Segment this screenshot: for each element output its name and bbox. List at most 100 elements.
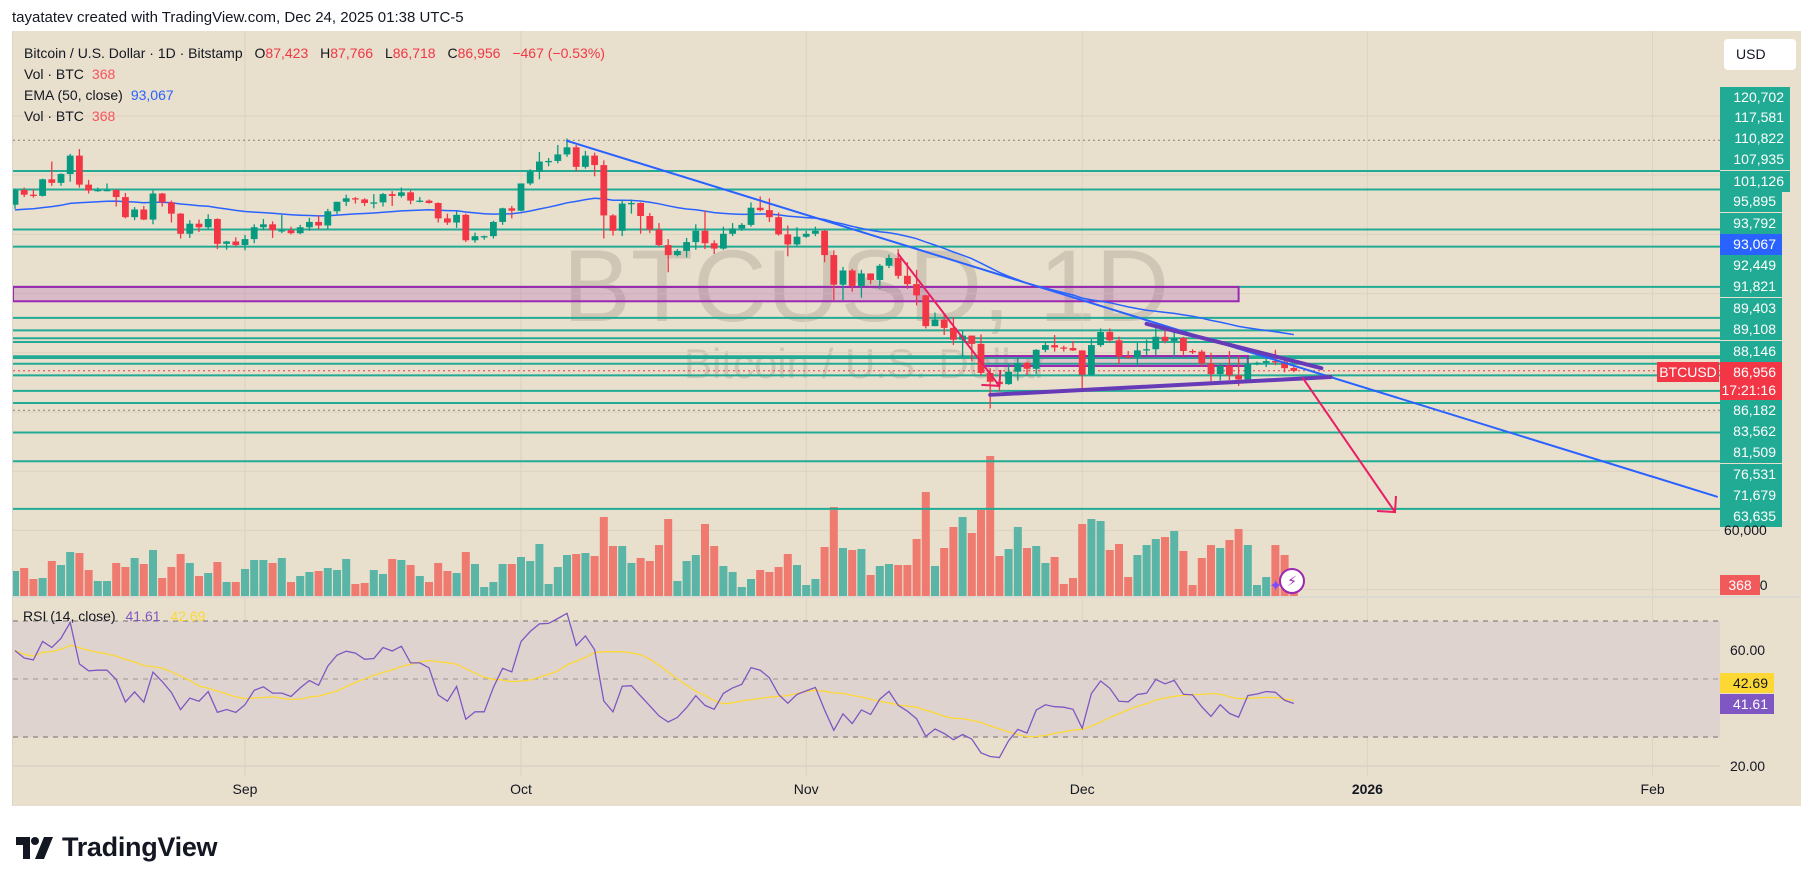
- volume-bar: [1105, 550, 1114, 596]
- volume-bar: [949, 527, 958, 596]
- candle-up: [692, 230, 700, 243]
- candle-up: [885, 258, 893, 266]
- candle-down: [766, 210, 773, 218]
- candle-up: [278, 230, 286, 232]
- candle-up: [1244, 364, 1252, 380]
- ema-50-line: [14, 197, 1294, 336]
- candle-up: [683, 242, 690, 251]
- volume-bar: [185, 563, 194, 596]
- candle-up: [618, 203, 626, 231]
- candle-down: [848, 270, 856, 286]
- time-tick: Sep: [232, 781, 258, 797]
- candle-down: [1281, 361, 1288, 369]
- volume-bar: [388, 559, 397, 596]
- volume-bar: [1197, 558, 1206, 596]
- legend-row-ema[interactable]: EMA (50, close) 93,067: [24, 87, 174, 103]
- candle-up: [1216, 365, 1224, 375]
- volume-bar: [820, 547, 829, 596]
- volume-bar: [691, 555, 700, 596]
- volume-bar: [1004, 549, 1013, 596]
- volume-bar: [1216, 548, 1225, 596]
- rsi-value-label: 41.61: [1720, 694, 1774, 714]
- candle-up: [1032, 349, 1040, 369]
- lightning-icon[interactable]: ⚡︎: [1279, 568, 1305, 594]
- legend-high: 87,766: [330, 45, 374, 61]
- candle-down: [434, 202, 442, 219]
- volume-bar: [250, 560, 259, 596]
- volume-bar: [1115, 544, 1123, 596]
- volume-bar: [912, 539, 921, 596]
- candle-up: [1262, 361, 1270, 363]
- volume-bar: [802, 585, 811, 596]
- volume-bar: [471, 564, 479, 596]
- drawings[interactable]: [566, 139, 1718, 514]
- candle-down: [168, 202, 175, 214]
- candle-up: [545, 160, 552, 163]
- candle-up: [398, 192, 405, 196]
- rsi-tick-20: 20.00: [1730, 758, 1766, 774]
- candle-up: [324, 211, 332, 226]
- chart-credit: tayatatev created with TradingView.com, …: [12, 9, 464, 26]
- candle-up: [453, 214, 460, 223]
- volume-bar: [710, 546, 719, 596]
- candle-down: [1023, 362, 1031, 369]
- candle-up: [628, 202, 635, 205]
- volume-bar: [425, 582, 433, 596]
- last-price: 86,956: [1733, 364, 1776, 380]
- volume-bar: [434, 563, 443, 596]
- arrow-line: [897, 252, 1001, 387]
- candle-up: [260, 224, 267, 228]
- volume-bar: [1096, 521, 1105, 596]
- candle-up: [241, 239, 249, 246]
- price-label-level: 120,702: [1720, 87, 1790, 108]
- candle-down: [1235, 375, 1242, 380]
- candle-down: [1180, 337, 1187, 351]
- candle-up: [416, 200, 424, 202]
- tradingview-logo[interactable]: TradingView: [16, 832, 218, 863]
- candle-down: [922, 295, 930, 327]
- candle-up: [1097, 332, 1104, 346]
- price-label-level: 81,509: [1720, 442, 1782, 463]
- candle-down: [756, 207, 764, 211]
- volume-bar: [921, 492, 930, 596]
- volume-bar: [507, 564, 516, 596]
- legend-row-volume[interactable]: Vol · BTC 368: [24, 66, 115, 82]
- volume-bar: [139, 564, 148, 596]
- candle-up: [490, 221, 497, 237]
- volume-bars: [13, 456, 1298, 596]
- volume-bar: [167, 567, 176, 596]
- volume-bar: [986, 456, 995, 596]
- candle-up: [342, 198, 350, 202]
- legend-symbol[interactable]: Bitcoin / U.S. Dollar · 1D · Bitstamp: [24, 45, 243, 61]
- volume-bar: [66, 552, 75, 596]
- volume-bar: [673, 581, 682, 596]
- volume-bar: [572, 554, 581, 596]
- candle-up: [379, 194, 387, 203]
- volume-bar: [47, 561, 56, 596]
- candle-up: [103, 189, 111, 192]
- volume-bar: [397, 560, 406, 596]
- legend-row-volume-2[interactable]: Vol · BTC 368: [24, 108, 115, 124]
- candle-down: [775, 217, 782, 235]
- volume-bar: [544, 584, 553, 596]
- candle-down: [195, 223, 203, 228]
- price-label-level: 76,531: [1720, 464, 1782, 485]
- candles: [13, 138, 1298, 409]
- volume-bar: [1059, 584, 1068, 596]
- rsi-legend[interactable]: RSI (14, close) 41.61 42.69: [23, 608, 205, 624]
- volume-bar: [112, 563, 121, 596]
- volume-bar: [563, 555, 571, 596]
- candle-up: [1152, 336, 1160, 350]
- volume-bar: [1124, 577, 1133, 596]
- currency-button[interactable]: USD: [1724, 39, 1796, 70]
- candle-down: [1290, 368, 1298, 371]
- legend-volume-value: 368: [91, 108, 116, 124]
- candle-down: [986, 372, 994, 382]
- candle-up: [131, 209, 138, 218]
- candle-down: [904, 275, 911, 285]
- candle-up: [39, 179, 46, 196]
- volume-bar: [305, 572, 314, 596]
- candle-down: [591, 155, 598, 166]
- candle-up: [839, 270, 847, 285]
